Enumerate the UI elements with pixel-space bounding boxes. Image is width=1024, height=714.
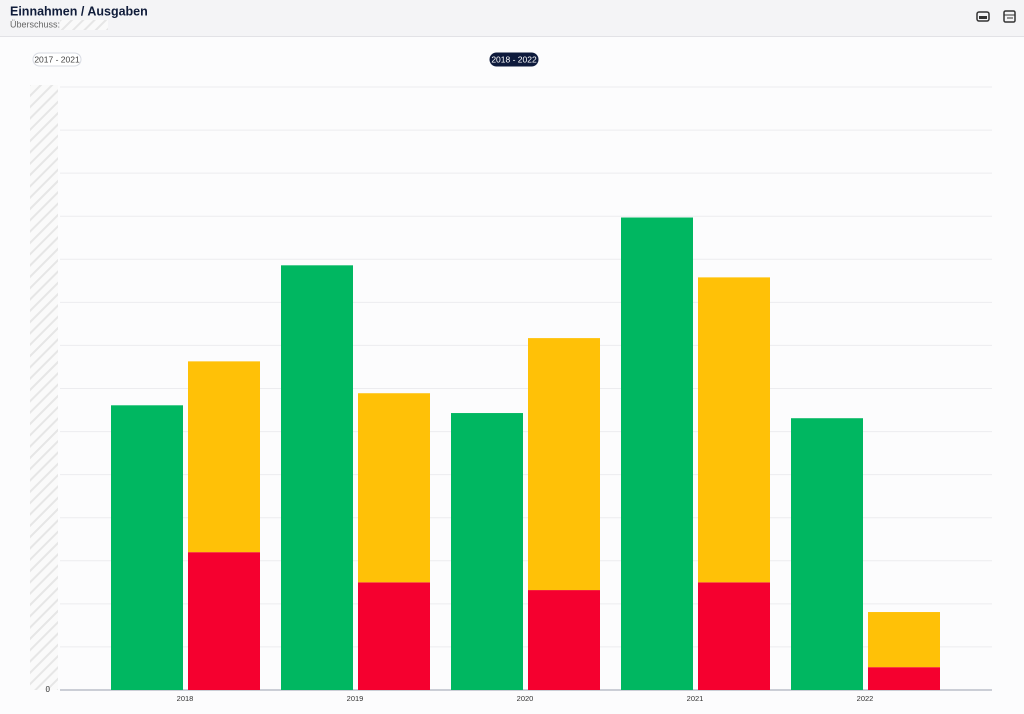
- bar: [698, 582, 770, 690]
- bar: [358, 393, 430, 583]
- range-button[interactable]: [489, 52, 539, 67]
- header-bar: [0, 0, 1024, 36]
- x-tick-label: 2022: [857, 694, 874, 703]
- bar: [868, 667, 940, 690]
- bar: [868, 612, 940, 668]
- bar: [528, 338, 600, 591]
- bar: [528, 590, 600, 690]
- y-tick-label: 0: [46, 685, 51, 694]
- icon-button[interactable]: [1003, 10, 1016, 23]
- bar: [451, 413, 523, 690]
- loading-placeholder: [30, 85, 58, 690]
- bar: [281, 265, 353, 690]
- subtitle: Überschuss:: [10, 19, 60, 29]
- x-tick-label: 2021: [687, 694, 704, 703]
- bar: [621, 217, 693, 691]
- title: Einnahmen / Ausgaben: [10, 4, 148, 18]
- range-button[interactable]: [32, 52, 82, 67]
- bar: [188, 361, 260, 553]
- x-tick-label: 2019: [347, 694, 364, 703]
- bar: [111, 405, 183, 690]
- loading-placeholder: [60, 20, 108, 30]
- x-tick-label: 2020: [517, 694, 534, 703]
- icon-button[interactable]: [976, 11, 990, 22]
- bar: [791, 418, 863, 690]
- bar: [188, 552, 260, 690]
- x-tick-label: 2018: [177, 694, 194, 703]
- bar: [698, 277, 770, 583]
- bar: [358, 582, 430, 690]
- range-button-label[interactable]: 2017 - 2021: [34, 54, 80, 64]
- range-button-label[interactable]: 2018 - 2022: [491, 54, 537, 64]
